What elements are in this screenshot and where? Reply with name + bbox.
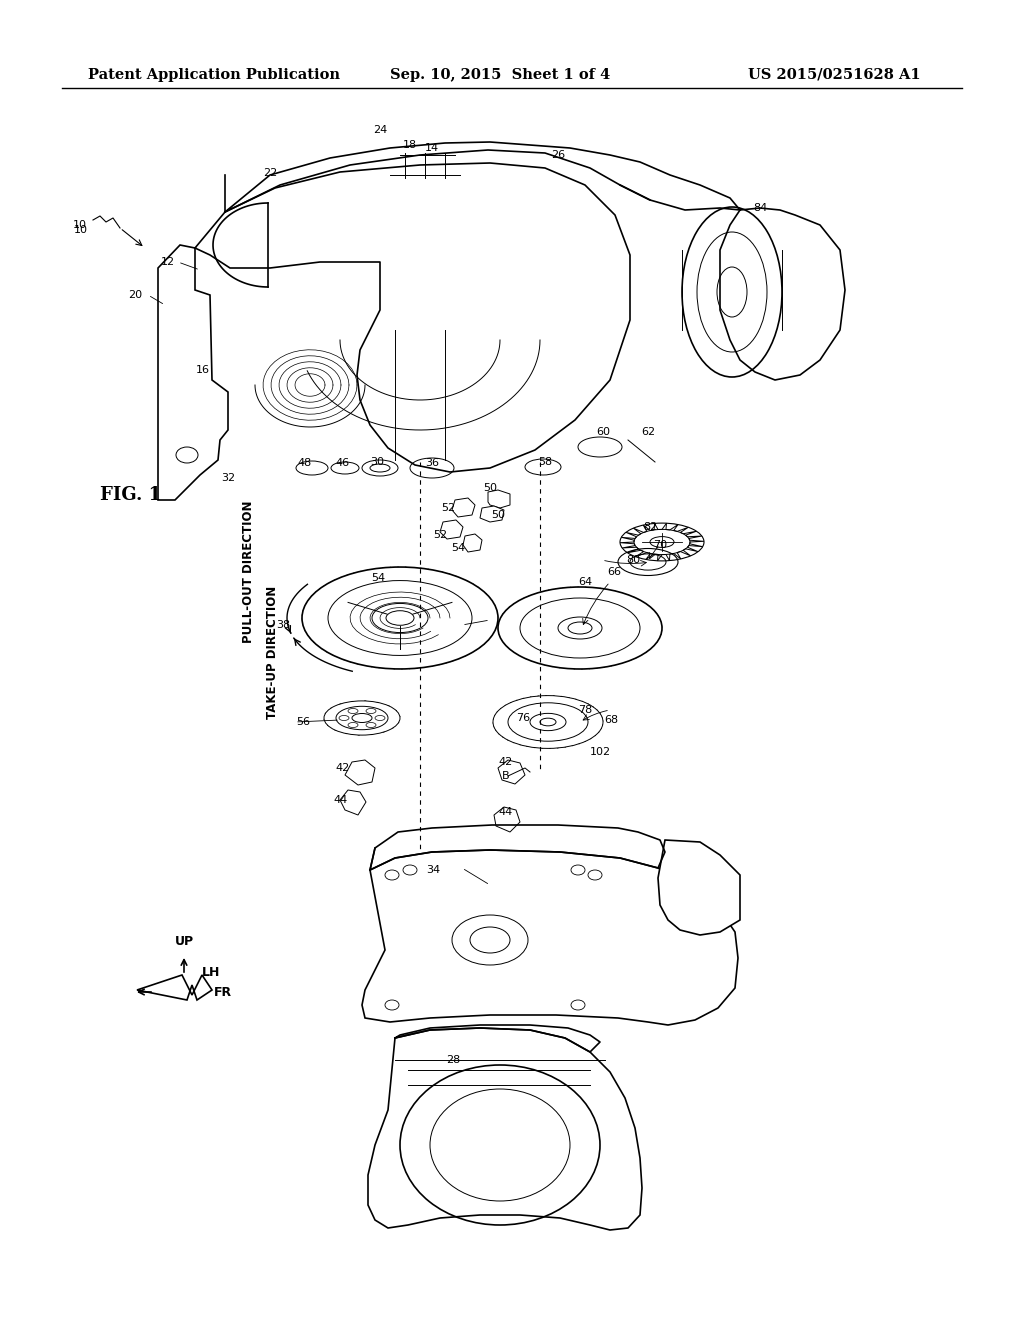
Text: 44: 44	[498, 807, 512, 817]
Text: FIG. 1: FIG. 1	[100, 486, 161, 504]
Text: 76: 76	[516, 713, 530, 723]
Text: 42: 42	[336, 763, 350, 774]
Polygon shape	[158, 246, 228, 500]
Text: 36: 36	[425, 458, 439, 469]
Text: 52: 52	[433, 531, 447, 540]
Polygon shape	[302, 568, 498, 669]
Text: 66: 66	[607, 568, 621, 577]
Ellipse shape	[375, 715, 385, 721]
Polygon shape	[345, 760, 375, 785]
Ellipse shape	[339, 715, 349, 721]
Text: 30: 30	[370, 457, 384, 467]
Text: PULL-OUT DIRECTION: PULL-OUT DIRECTION	[242, 500, 255, 643]
Text: 34: 34	[426, 865, 440, 875]
Text: 16: 16	[196, 366, 210, 375]
Ellipse shape	[324, 701, 400, 735]
Text: 84: 84	[753, 203, 767, 213]
Text: TAKE-UP DIRECTION: TAKE-UP DIRECTION	[265, 585, 279, 718]
Polygon shape	[498, 587, 662, 669]
Text: 20: 20	[128, 290, 142, 300]
Polygon shape	[362, 850, 738, 1026]
Text: 46: 46	[335, 458, 349, 469]
Text: 22: 22	[263, 168, 278, 178]
Polygon shape	[620, 523, 703, 561]
Ellipse shape	[366, 709, 376, 714]
Polygon shape	[452, 498, 475, 517]
Text: 60: 60	[596, 426, 610, 437]
Ellipse shape	[366, 722, 376, 727]
Text: 14: 14	[425, 143, 439, 153]
Text: UP: UP	[174, 935, 194, 948]
Text: 80: 80	[626, 554, 640, 565]
Polygon shape	[368, 1028, 642, 1230]
Text: 64: 64	[578, 577, 592, 587]
Ellipse shape	[493, 696, 603, 748]
Text: 58: 58	[538, 457, 552, 467]
Ellipse shape	[348, 722, 358, 727]
Text: 32: 32	[221, 473, 236, 483]
Text: 50: 50	[483, 483, 497, 492]
Polygon shape	[324, 701, 400, 735]
Text: FR: FR	[214, 986, 232, 998]
Text: 78: 78	[578, 705, 592, 715]
Text: 54: 54	[451, 543, 465, 553]
Polygon shape	[137, 975, 212, 1001]
Polygon shape	[340, 789, 366, 814]
Polygon shape	[488, 490, 510, 508]
Polygon shape	[658, 840, 740, 935]
Polygon shape	[440, 520, 463, 539]
Text: 42: 42	[498, 756, 512, 767]
Text: 44: 44	[334, 795, 348, 805]
Ellipse shape	[302, 568, 498, 669]
Text: B: B	[502, 771, 510, 781]
Text: Sep. 10, 2015  Sheet 1 of 4: Sep. 10, 2015 Sheet 1 of 4	[390, 69, 610, 82]
Text: 62: 62	[641, 426, 655, 437]
Text: 102: 102	[590, 747, 611, 756]
Text: 12: 12	[161, 257, 175, 267]
Text: 24: 24	[373, 125, 387, 135]
Text: 54: 54	[371, 573, 385, 583]
Ellipse shape	[176, 447, 198, 463]
Text: US 2015/0251628 A1: US 2015/0251628 A1	[748, 69, 921, 82]
Text: 26: 26	[551, 150, 565, 160]
Polygon shape	[498, 760, 525, 784]
Ellipse shape	[348, 709, 358, 714]
Ellipse shape	[498, 587, 662, 669]
Text: LH: LH	[202, 965, 220, 978]
Text: 52: 52	[441, 503, 455, 513]
Polygon shape	[493, 696, 603, 748]
Text: 28: 28	[445, 1055, 460, 1065]
Polygon shape	[463, 535, 482, 552]
Text: 10: 10	[73, 220, 87, 230]
Text: Patent Application Publication: Patent Application Publication	[88, 69, 340, 82]
Polygon shape	[494, 807, 520, 832]
Text: 56: 56	[296, 717, 310, 727]
Text: 68: 68	[604, 715, 618, 725]
Polygon shape	[480, 506, 504, 521]
Text: 82: 82	[644, 521, 658, 532]
Text: 70: 70	[653, 540, 667, 550]
Text: 18: 18	[402, 140, 417, 150]
Text: 10: 10	[74, 224, 88, 235]
Text: 38: 38	[275, 620, 290, 630]
Text: 50: 50	[490, 510, 505, 520]
Text: 48: 48	[298, 458, 312, 469]
